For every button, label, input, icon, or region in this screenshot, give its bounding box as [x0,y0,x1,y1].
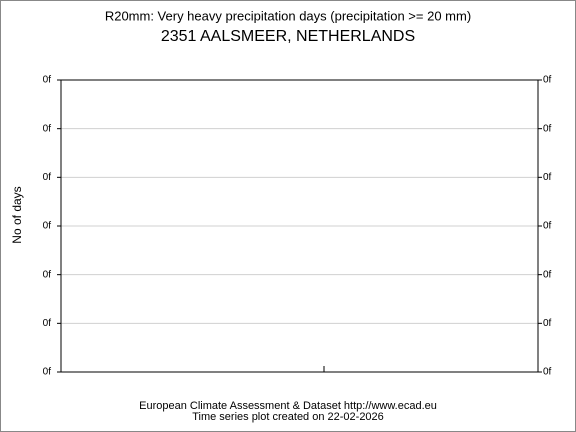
y2-tick-label: 0f [543,367,552,378]
chart-title: R20mm: Very heavy precipitation days (pr… [105,8,471,23]
y2-tick-label: 0f [543,172,552,183]
y2-tick-label: 0f [543,318,552,329]
y-tick-label: 0f [43,269,52,280]
plot-area [60,79,539,373]
y-tick-label: 0f [43,123,52,134]
y-tick-label: 0f [43,75,52,86]
y2-tick-label: 0f [543,75,552,86]
footer-line: Time series plot created on 22-02-2026 [192,411,384,423]
y-tick-label: 0f [43,367,52,378]
y-tick-label: 0f [43,221,52,232]
y-tick-label: 0f [43,318,52,329]
footer-line: European Climate Assessment & Dataset ht… [139,400,437,412]
y-tick-label: 0f [43,172,52,183]
y2-tick-label: 0f [543,269,552,280]
chart-subtitle: 2351 AALSMEER, NETHERLANDS [161,28,415,45]
y-axis-label: No of days [10,186,24,243]
y2-tick-label: 0f [543,123,552,134]
y2-tick-label: 0f [543,221,552,232]
